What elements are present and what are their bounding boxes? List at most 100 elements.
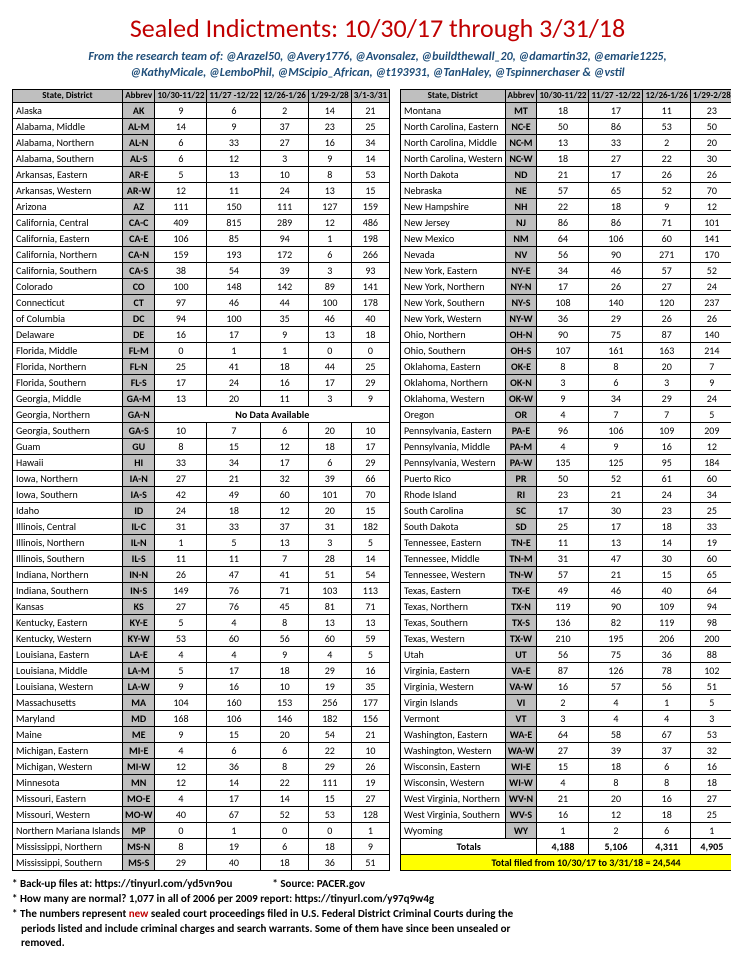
value-cell: 4 (643, 711, 690, 727)
col-header: Abbrev (122, 90, 154, 103)
table-row: Puerto RicoPR5052616050 (401, 471, 731, 487)
abbrev: DC (122, 311, 154, 327)
value-cell: 6 (155, 151, 207, 167)
abbrev: TX-E (505, 583, 537, 599)
table-row: Texas, SouthernTX-S1368211998152 (401, 615, 731, 631)
value-cell: 140 (690, 327, 731, 343)
value-cell: 21 (207, 471, 261, 487)
abbrev: KS (122, 599, 154, 615)
table-row: Mississippi, SouthernMS-S2940183651 (13, 855, 390, 871)
value-cell: 39 (589, 743, 643, 759)
state-district: Louisiana, Western (13, 679, 123, 695)
value-cell: 9 (261, 647, 308, 663)
table-row: Illinois, NorthernIL-N151335 (13, 535, 390, 551)
value-cell: 3 (308, 535, 351, 551)
value-cell: 200 (690, 631, 731, 647)
state-district: of Columbia (13, 311, 123, 327)
table-row: Washington, EasternWA-E6458675331 (401, 727, 731, 743)
table-row: North Carolina, EasternNC-E50865350108 (401, 119, 731, 135)
table-row: Mississippi, NorthernMS-N8196189 (13, 839, 390, 855)
value-cell: 24 (643, 487, 690, 503)
value-cell: 25 (690, 807, 731, 823)
value-cell: 1 (207, 343, 261, 359)
value-cell: 19 (308, 679, 351, 695)
abbrev: CA-C (122, 215, 154, 231)
value-cell: 87 (537, 663, 589, 679)
abbrev: OH-N (505, 327, 537, 343)
value-cell: 18 (351, 327, 389, 343)
abbrev: MP (122, 823, 154, 839)
table-row: Virgin IslandsVI24150 (401, 695, 731, 711)
state-district: North Carolina, Eastern (401, 119, 505, 135)
abbrev: ME (122, 727, 154, 743)
value-cell: 12 (308, 215, 351, 231)
abbrev: GA-S (122, 423, 154, 439)
value-cell: 4 (589, 711, 643, 727)
state-district: Rhode Island (401, 487, 505, 503)
abbrev: WA-W (505, 743, 537, 759)
table-row: Alabama, NorthernAL-N633271634 (13, 135, 390, 151)
value-cell: 7 (643, 407, 690, 423)
value-cell: 66 (351, 471, 389, 487)
value-cell: 30 (589, 503, 643, 519)
abbrev: PA-M (505, 439, 537, 455)
value-cell: 9 (155, 679, 207, 695)
value-cell: 3 (308, 391, 351, 407)
value-cell: 16 (261, 375, 308, 391)
value-cell: 53 (351, 167, 389, 183)
table-row: West Virginia, SouthernWV-S1612182517 (401, 807, 731, 823)
state-district: Colorado (13, 279, 123, 295)
value-cell: 159 (351, 199, 389, 215)
value-cell: 9 (690, 375, 731, 391)
value-cell: 11 (207, 183, 261, 199)
value-cell: 16 (155, 327, 207, 343)
value-cell: 198 (351, 231, 389, 247)
table-row: California, CentralCA-C40981528912486 (13, 215, 390, 231)
value-cell: 22 (308, 743, 351, 759)
value-cell: 17 (207, 327, 261, 343)
value-cell: 34 (537, 263, 589, 279)
col-header: 10/30-11/22 (537, 90, 589, 103)
value-cell: 46 (589, 583, 643, 599)
state-district: New Hampshire (401, 199, 505, 215)
table-row: Washington, WesternWA-W2739373270 (401, 743, 731, 759)
page-title: Sealed Indictments: 10/30/17 through 3/3… (12, 12, 731, 44)
value-cell: 14 (351, 551, 389, 567)
abbrev: NY-W (505, 311, 537, 327)
abbrev: OH-S (505, 343, 537, 359)
value-cell: 10 (261, 679, 308, 695)
value-cell: 13 (308, 183, 351, 199)
value-cell: 18 (589, 759, 643, 775)
value-cell: 15 (207, 727, 261, 743)
value-cell: 33 (207, 519, 261, 535)
totals-value: 4,188 (537, 839, 589, 855)
value-cell: 2 (643, 135, 690, 151)
table-row: Tennessee, EasternTN-E111314196 (401, 535, 731, 551)
value-cell: 5 (155, 167, 207, 183)
value-cell: 100 (308, 295, 351, 311)
table-row: Tennessee, MiddleTN-M3147306042 (401, 551, 731, 567)
value-cell: 39 (261, 263, 308, 279)
abbrev: NC-M (505, 135, 537, 151)
state-district: North Carolina, Middle (401, 135, 505, 151)
state-district: Puerto Rico (401, 471, 505, 487)
value-cell: 7 (690, 359, 731, 375)
value-cell: 96 (537, 423, 589, 439)
value-cell: 32 (261, 471, 308, 487)
value-cell: 45 (261, 599, 308, 615)
value-cell: 5 (690, 695, 731, 711)
state-district: Georgia, Southern (13, 423, 123, 439)
table-row: MontanaMT1817112319 (401, 103, 731, 119)
value-cell: 18 (537, 103, 589, 119)
table-row: DelawareDE161791318 (13, 327, 390, 343)
value-cell: 6 (308, 455, 351, 471)
abbrev: AZ (122, 199, 154, 215)
value-cell: 41 (207, 359, 261, 375)
value-cell: 17 (589, 519, 643, 535)
state-district: Guam (13, 439, 123, 455)
value-cell: 160 (207, 695, 261, 711)
table-row: MaineME915205421 (13, 727, 390, 743)
table-row: ConnecticutCT974644100178 (13, 295, 390, 311)
value-cell: 3 (537, 711, 589, 727)
state-district: California, Southern (13, 263, 123, 279)
